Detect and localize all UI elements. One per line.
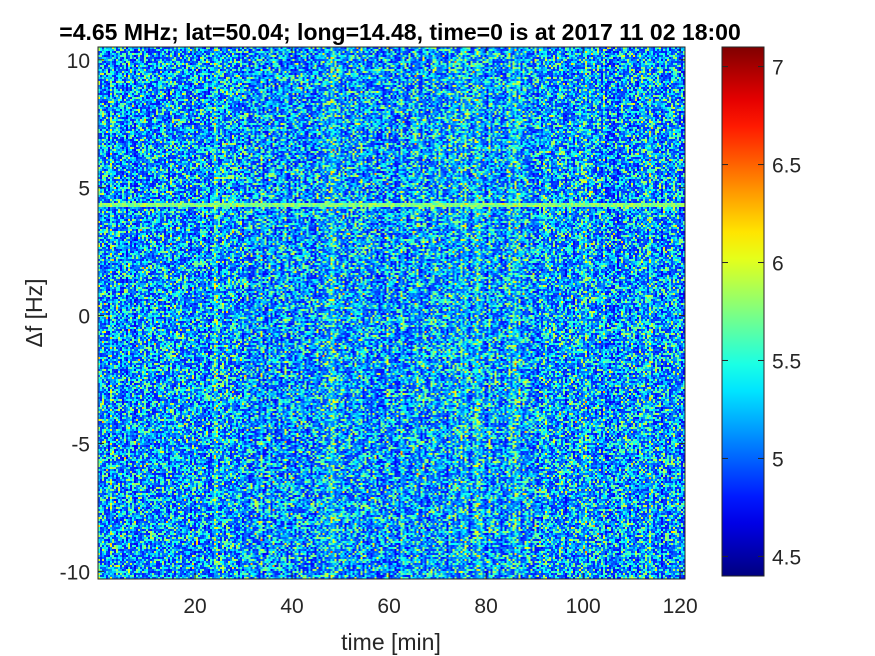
y-tick-label: 0: [78, 306, 90, 329]
colorbar-tick-label: 4.5: [772, 546, 801, 569]
x-tick-label: 100: [566, 595, 601, 618]
y-axis-label: Δf [Hz]: [21, 278, 47, 347]
x-axis-label: time [min]: [341, 629, 441, 655]
colorbar-ticks: 4.5 5 5.5 6 6.5 7: [722, 57, 801, 569]
colorbar-tick-label: 5: [772, 448, 784, 471]
y-tick-label: -10: [60, 561, 90, 584]
y-tick-label: 5: [78, 178, 90, 201]
colorbar: 4.5 5 5.5 6 6.5 7: [721, 46, 801, 577]
colorbar-tick-label: 6.5: [772, 155, 801, 178]
x-tick-label: 60: [377, 595, 400, 618]
x-tick-label: 20: [183, 595, 206, 618]
x-axis: 20 40 60 80 100 120: [183, 47, 698, 618]
y-tick-label: -5: [71, 433, 90, 456]
colorbar-tick-label: 7: [772, 57, 784, 80]
y-tick-label: 10: [67, 50, 90, 73]
colorbar-frame: [721, 46, 765, 577]
heatmap-image: [98, 47, 685, 579]
colorbar-tick-label: 5.5: [772, 350, 801, 373]
plot-area: [97, 46, 686, 580]
plot-frame: [97, 46, 686, 580]
colorbar-gradient: [722, 47, 764, 576]
y-axis: 10 5 0 -5 -10: [60, 50, 685, 584]
chart-title: =4.65 MHz; lat=50.04; long=14.48, time=0…: [59, 19, 740, 45]
colorbar-tick-label: 6: [772, 253, 784, 276]
x-tick-label: 40: [280, 595, 303, 618]
x-tick-label: 120: [663, 595, 698, 618]
x-tick-label: 80: [474, 595, 497, 618]
